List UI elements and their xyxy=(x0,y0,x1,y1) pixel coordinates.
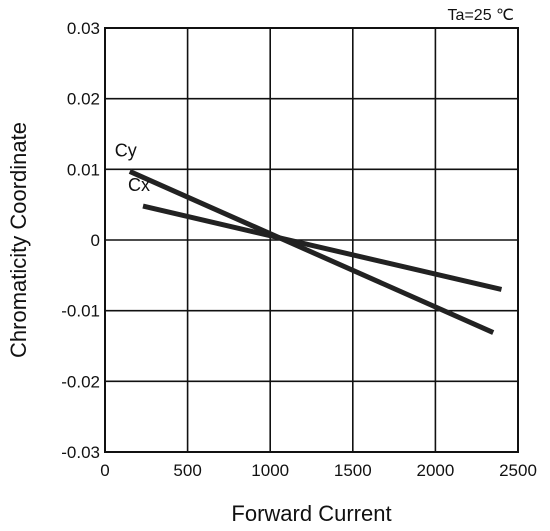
temperature-annotation: Ta=25 ℃ xyxy=(448,7,514,24)
x-tick-label: 500 xyxy=(173,461,201,480)
x-tick-labels: 0 500 1000 1500 2000 2500 xyxy=(100,461,537,480)
x-tick-label: 1000 xyxy=(251,461,289,480)
y-tick-labels: 0.03 0.02 0.01 0 -0.01 -0.02 -0.03 xyxy=(61,19,100,462)
x-tick-label: 1500 xyxy=(334,461,372,480)
x-tick-label: 2000 xyxy=(416,461,454,480)
y-tick-label: -0.03 xyxy=(61,443,100,462)
x-tick-label: 0 xyxy=(100,461,109,480)
x-axis-title: Forward Current xyxy=(231,501,391,526)
y-tick-label: 0 xyxy=(91,231,100,250)
series-line-cx xyxy=(142,203,503,292)
y-tick-label: 0.03 xyxy=(67,19,100,38)
y-tick-label: 0.02 xyxy=(67,90,100,109)
series-layer xyxy=(128,169,503,335)
y-tick-label: -0.01 xyxy=(61,302,100,321)
y-tick-label: -0.02 xyxy=(61,372,100,391)
series-label-cy: Cy xyxy=(115,140,137,160)
series-label-cx: Cx xyxy=(128,175,150,195)
grid xyxy=(105,28,518,452)
series-line-cy xyxy=(128,169,495,335)
x-tick-label: 2500 xyxy=(499,461,537,480)
plot-frame xyxy=(104,27,519,453)
y-tick-label: 0.01 xyxy=(67,160,100,179)
y-axis-title: Chromaticity Coordinate xyxy=(6,122,31,358)
series-labels: Cy Cx xyxy=(115,140,150,195)
